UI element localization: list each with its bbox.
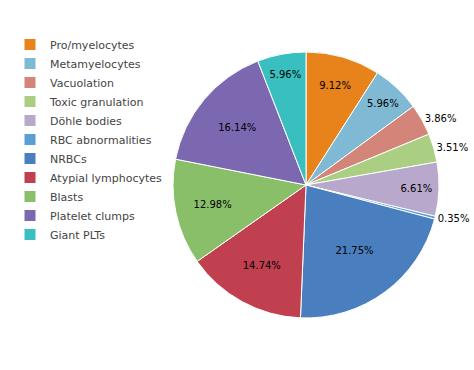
- svg-text:16.14%: 16.14%: [218, 122, 256, 133]
- svg-text:12.98%: 12.98%: [194, 199, 232, 210]
- svg-text:Giant PLTs: Giant PLTs: [50, 229, 105, 242]
- svg-text:0.35%: 0.35%: [438, 213, 470, 224]
- svg-text:Metamyelocytes: Metamyelocytes: [50, 58, 141, 71]
- svg-text:Pro/myelocytes: Pro/myelocytes: [50, 39, 135, 52]
- svg-text:9.12%: 9.12%: [319, 80, 351, 91]
- svg-text:Blasts: Blasts: [50, 191, 83, 204]
- svg-text:14.74%: 14.74%: [243, 260, 281, 271]
- svg-text:21.75%: 21.75%: [335, 245, 373, 256]
- svg-text:RBC abnormalities: RBC abnormalities: [50, 134, 152, 147]
- svg-text:Atypial lymphocytes: Atypial lymphocytes: [50, 172, 162, 185]
- svg-text:NRBCs: NRBCs: [50, 153, 87, 166]
- svg-text:Platelet clumps: Platelet clumps: [50, 210, 135, 223]
- svg-text:3.51%: 3.51%: [436, 142, 468, 153]
- svg-text:Toxic granulation: Toxic granulation: [49, 96, 143, 109]
- svg-text:5.96%: 5.96%: [269, 69, 301, 80]
- svg-text:5.96%: 5.96%: [367, 98, 399, 109]
- svg-text:3.86%: 3.86%: [425, 113, 457, 124]
- svg-text:Vacuolation: Vacuolation: [50, 77, 114, 90]
- svg-text:Döhle bodies: Döhle bodies: [50, 115, 122, 128]
- svg-text:6.61%: 6.61%: [401, 183, 433, 194]
